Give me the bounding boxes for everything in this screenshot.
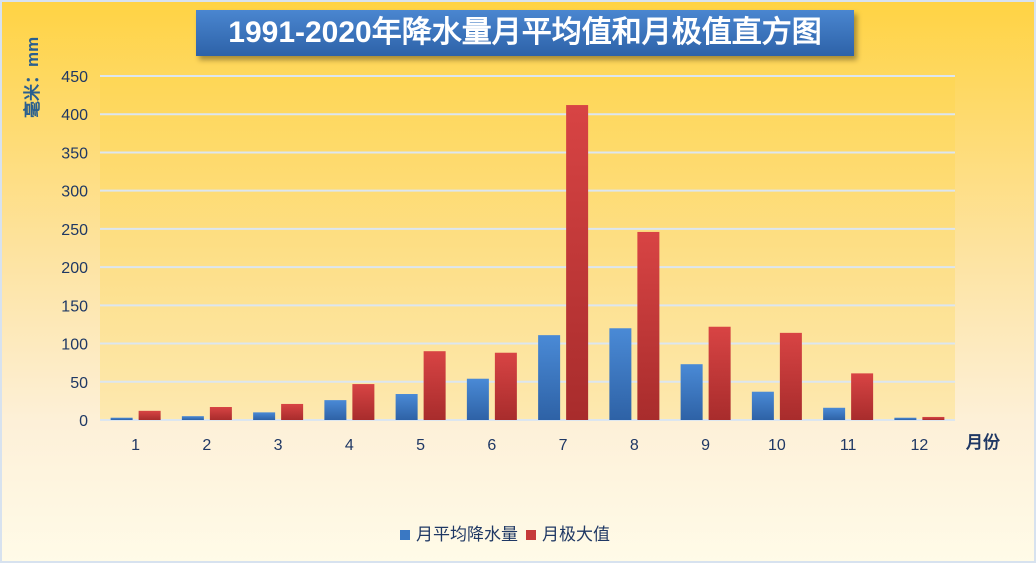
y-tick-label: 250: [61, 222, 88, 239]
bar-monthly-max: [209, 407, 232, 420]
bar-monthly-max: [779, 332, 802, 420]
bar-monthly-max: [922, 416, 945, 420]
bar-monthly-average: [894, 417, 917, 420]
x-tick-label: 2: [202, 437, 211, 454]
x-tick-label: 12: [910, 437, 928, 454]
bar-monthly-average: [609, 328, 632, 420]
legend: 月平均降水量 月极大值: [400, 520, 610, 545]
y-tick-label: 100: [61, 337, 88, 354]
chart-title: 1991-2020年降水量月平均值和月极值直方图: [196, 10, 854, 56]
bar-monthly-max: [494, 352, 517, 420]
bar-monthly-average: [110, 417, 133, 420]
y-tick-label: 400: [61, 107, 88, 124]
bar-monthly-average: [538, 335, 561, 420]
y-tick-label: 200: [61, 260, 88, 277]
x-tick-label: 8: [630, 437, 639, 454]
x-tick-label: 7: [559, 437, 568, 454]
y-tick-label: 350: [61, 145, 88, 162]
plot-area: [100, 76, 955, 420]
bar-monthly-max: [851, 373, 874, 420]
y-tick-label: 450: [61, 69, 88, 86]
y-tick-label: 50: [70, 375, 88, 392]
bar-monthly-max: [423, 351, 446, 420]
y-tick-label: 150: [61, 298, 88, 315]
y-tick-label: 0: [79, 413, 88, 430]
bar-monthly-max: [138, 410, 161, 420]
x-tick-label: 6: [487, 437, 496, 454]
x-tick-label: 11: [840, 437, 857, 454]
legend-item-max: 月极大值: [526, 520, 610, 545]
bar-monthly-average: [751, 391, 774, 420]
y-tick-label: 300: [61, 184, 88, 201]
x-axis-label: 月份: [966, 433, 1000, 452]
legend-item-avg: 月平均降水量: [400, 520, 518, 545]
x-tick-label: 1: [131, 437, 140, 454]
bar-monthly-max: [566, 105, 589, 420]
bar-monthly-max: [352, 384, 375, 420]
bar-monthly-average: [395, 394, 418, 420]
x-tick-label: 10: [768, 437, 786, 454]
bar-monthly-max: [281, 403, 304, 420]
bar-monthly-average: [823, 407, 846, 420]
bar-monthly-max: [637, 231, 660, 420]
bar-monthly-average: [324, 400, 347, 420]
bar-monthly-average: [466, 378, 489, 420]
x-tick-label: 3: [274, 437, 283, 454]
x-tick-label: 9: [701, 437, 710, 454]
bar-monthly-max: [708, 326, 731, 420]
bar-monthly-average: [680, 364, 703, 420]
x-tick-label: 5: [416, 437, 425, 454]
bar-monthly-average: [253, 412, 276, 420]
bar-monthly-average: [181, 416, 204, 420]
x-tick-label: 4: [345, 437, 354, 454]
